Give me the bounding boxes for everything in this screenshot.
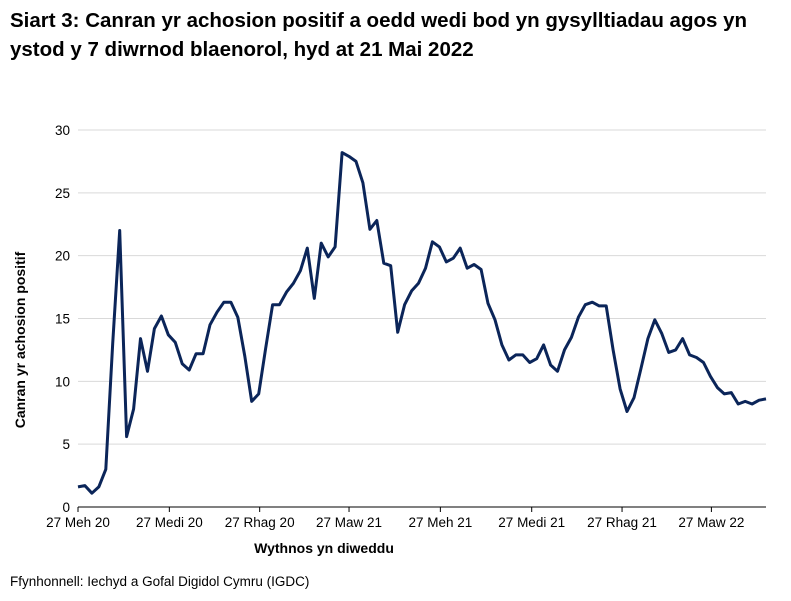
y-axis-label: Canran yr achosion positif <box>12 251 28 428</box>
y-tick-label: 25 <box>55 186 70 201</box>
x-tick-label: 27 Medi 20 <box>136 515 203 530</box>
y-tick-label: 20 <box>55 249 70 264</box>
x-tick-label: 27 Meh 21 <box>408 515 472 530</box>
x-axis-label: Wythnos yn diweddu <box>254 540 394 556</box>
y-tick-label: 15 <box>55 312 70 327</box>
x-tick-label: 27 Maw 21 <box>316 515 382 530</box>
x-tick-label: 27 Rhag 21 <box>587 515 657 530</box>
x-tick-labels: 27 Meh 20 27 Medi 20 27 Rhag 20 27 Maw 21 27… <box>46 507 744 530</box>
x-tick-label: 27 Medi 21 <box>498 515 565 530</box>
x-tick-label: 27 Meh 20 <box>46 515 110 530</box>
y-tick-label: 30 <box>55 123 70 138</box>
y-tick-labels: 0 5 10 15 20 25 30 <box>55 123 70 515</box>
source-note: Ffynhonnell: Iechyd a Gofal Digidol Cymr… <box>10 574 310 589</box>
chart-title: Siart 3: Canran yr achosion positif a oe… <box>10 9 748 61</box>
series-line <box>77 151 767 495</box>
y-tick-label: 5 <box>62 437 70 452</box>
y-tick-label: 0 <box>62 500 70 515</box>
x-tick-label: 27 Maw 22 <box>678 515 744 530</box>
y-tick-label: 10 <box>55 374 70 389</box>
gridlines <box>78 129 766 445</box>
data-points <box>77 152 767 494</box>
x-tick-label: 27 Rhag 20 <box>225 515 295 530</box>
